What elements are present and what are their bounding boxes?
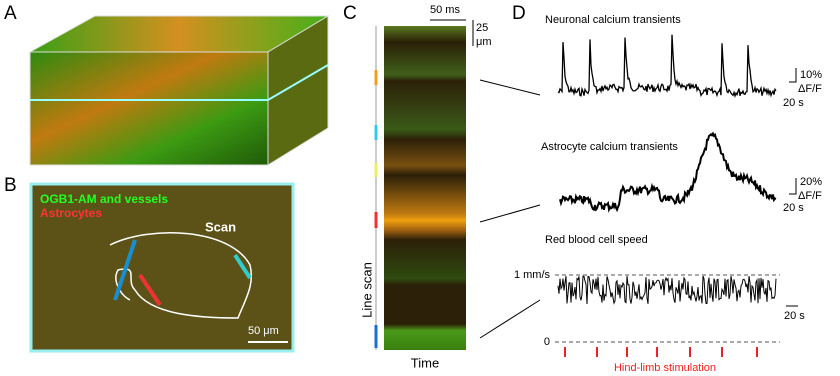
panel-label: B xyxy=(4,175,17,196)
panel-label: C xyxy=(343,3,357,24)
image xyxy=(29,182,295,353)
time-scale: 50 ms xyxy=(430,4,460,16)
line-scan-image xyxy=(384,26,466,350)
scan-path xyxy=(109,232,252,319)
y-unit: ΔF/F xyxy=(798,190,822,202)
trace-title: Astrocyte calcium transients xyxy=(541,141,678,153)
legend-item: Astrocytes xyxy=(40,206,102,220)
vessel-scan xyxy=(113,239,137,301)
trace xyxy=(557,275,777,305)
y-unit: ΔF/F xyxy=(798,83,822,95)
x-scale: 20 s xyxy=(784,310,805,322)
stimulus-ticks xyxy=(564,347,758,357)
box-front xyxy=(29,51,269,166)
scale-bar xyxy=(789,178,797,195)
connector xyxy=(479,299,541,339)
connector xyxy=(479,204,541,223)
trace-title: Red blood cell speed xyxy=(545,234,648,246)
trace-title: Neuronal calcium transients xyxy=(545,14,681,26)
plane-line xyxy=(30,64,329,101)
x-scale: 20 s xyxy=(783,202,804,214)
level-label: 0 xyxy=(544,336,550,348)
connector xyxy=(479,79,541,96)
y-scale: 10% xyxy=(800,69,822,81)
x-label: Time xyxy=(411,355,439,370)
scan-label: Scan xyxy=(205,219,236,234)
legend-item: OGB1-AM and vessels xyxy=(40,192,168,206)
y-scale: 20% xyxy=(800,176,822,188)
trace xyxy=(557,34,777,99)
panel-label: D xyxy=(512,3,526,24)
scale-bar xyxy=(789,68,797,83)
stimulus-label: Hind-limb stimulation xyxy=(614,362,716,374)
astro-scan xyxy=(138,273,162,307)
space-scale: μm xyxy=(476,36,492,48)
vessel-scan xyxy=(233,253,252,280)
x-scale: 20 s xyxy=(783,97,804,109)
scale-label: 50 μm xyxy=(248,325,279,337)
level-label: 1 mm/s xyxy=(514,269,551,281)
panel-label: A xyxy=(4,3,17,24)
trace xyxy=(559,131,777,214)
y-label: Line scan xyxy=(359,262,374,318)
space-scale: 25 xyxy=(476,22,488,34)
